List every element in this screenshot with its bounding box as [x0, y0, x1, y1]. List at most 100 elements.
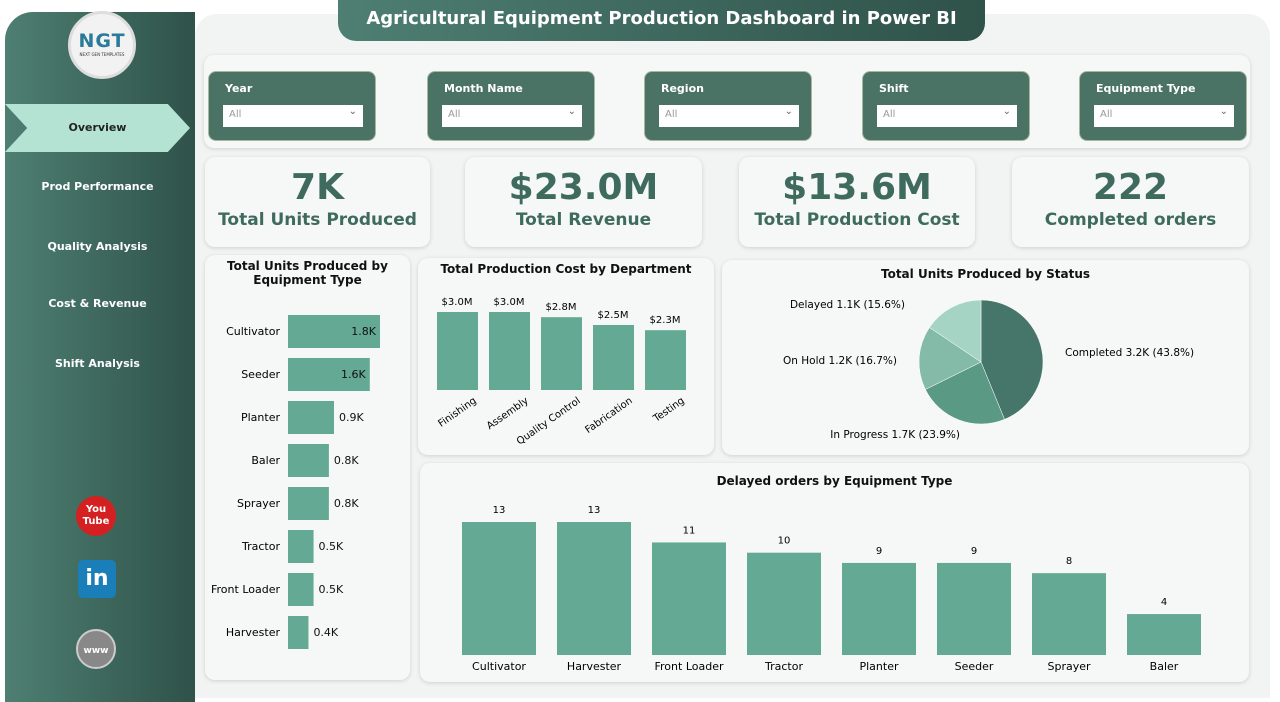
- category-label: Planter: [859, 660, 898, 673]
- units-by-equipment-chart: Total Units Produced by Equipment Type C…: [205, 255, 410, 680]
- data-label: 1.6K: [341, 368, 366, 381]
- data-label: 1.8K: [351, 325, 376, 338]
- data-label: 9: [876, 546, 882, 557]
- bar: [1127, 614, 1201, 655]
- category-label: Front Loader: [211, 583, 280, 596]
- filter-label: Region: [661, 82, 704, 95]
- youtube-icon[interactable]: You Tube: [76, 496, 116, 536]
- data-label: 0.5K: [319, 540, 344, 553]
- nav-cost-revenue[interactable]: Cost & Revenue: [48, 297, 147, 310]
- filter-label: Month Name: [444, 82, 523, 95]
- data-label: 0.9K: [339, 411, 364, 424]
- cost-by-department-chart: Total Production Cost by Department $3.0…: [418, 258, 714, 455]
- category-label: Front Loader: [655, 660, 724, 673]
- category-label: Finishing: [436, 395, 478, 429]
- kpi-value: 222: [1092, 167, 1169, 208]
- filter-dropdown[interactable]: All ⌄: [223, 105, 363, 127]
- data-label: 11: [683, 525, 696, 536]
- dashboard-title: Agricultural Equipment Production Dashbo…: [338, 0, 985, 41]
- filter-value: All: [883, 109, 896, 120]
- filter-value: All: [665, 109, 678, 120]
- bar: [288, 358, 370, 391]
- chart-title: Total Production Cost by Department: [440, 262, 692, 276]
- pie-slice: [925, 361, 1005, 425]
- bar: [541, 317, 582, 390]
- category-label: Assembly: [485, 395, 531, 432]
- data-label: $2.8M: [546, 302, 577, 313]
- data-label: 0.5K: [319, 583, 344, 596]
- nav-overview[interactable]: Overview: [5, 104, 190, 152]
- kpi-card: 222 Completed orders: [1012, 157, 1249, 247]
- nav-shift-analysis[interactable]: Shift Analysis: [55, 357, 140, 370]
- filter-dropdown[interactable]: All ⌄: [659, 105, 799, 127]
- bar: [489, 312, 530, 390]
- bar: [288, 616, 309, 649]
- filter-value: All: [229, 109, 242, 120]
- bar: [645, 330, 686, 390]
- chart-title: Total Units Produced by Status: [880, 267, 1090, 281]
- globe-icon[interactable]: www: [76, 629, 116, 669]
- bar: [288, 530, 314, 563]
- category-label: Fabrication: [583, 395, 634, 436]
- filter-label: Equipment Type: [1096, 82, 1196, 95]
- bar: [288, 315, 380, 348]
- bar: [288, 487, 329, 520]
- bar: [437, 312, 478, 390]
- chevron-down-icon: ⌄: [567, 106, 576, 117]
- category-label: Testing: [651, 395, 687, 425]
- kpi-card: $13.6M Total Production Cost: [739, 157, 975, 247]
- nav-prod-performance[interactable]: Prod Performance: [41, 180, 154, 193]
- bar: [747, 552, 821, 655]
- bar: [842, 562, 916, 655]
- data-label: 13: [588, 505, 601, 516]
- filter-label: Shift: [879, 82, 909, 95]
- bar: [1032, 573, 1106, 655]
- category-label: Sprayer: [237, 497, 281, 510]
- kpi-label: Total Revenue: [515, 210, 652, 230]
- data-label: $3.0M: [442, 297, 473, 308]
- pie-slice: [929, 299, 982, 363]
- bar: [288, 573, 314, 606]
- delayed-orders-chart: Delayed orders by Equipment Type 13 Culti…: [420, 463, 1249, 682]
- logo-text: NGT: [78, 30, 126, 52]
- category-label: Sprayer: [1047, 660, 1091, 673]
- category-label: Seeder: [955, 660, 994, 673]
- data-label: 0.8K: [334, 454, 359, 467]
- category-label: Seeder: [241, 368, 280, 381]
- data-label: In Progress 1.7K (23.9%): [830, 429, 960, 441]
- chevron-down-icon: ⌄: [1219, 106, 1228, 117]
- nav-quality-analysis[interactable]: Quality Analysis: [47, 240, 148, 253]
- data-label: $2.3M: [650, 315, 681, 326]
- chevron-down-icon: ⌄: [348, 106, 357, 117]
- data-label: 0.8K: [334, 497, 359, 510]
- bar: [937, 562, 1011, 655]
- bar: [288, 444, 329, 477]
- category-label: Cultivator: [472, 660, 526, 673]
- linkedin-icon[interactable]: in: [78, 560, 116, 598]
- category-label: Planter: [241, 411, 280, 424]
- ngt-logo: NGT NEXT GEN TEMPLATES: [68, 11, 136, 79]
- filter-value: All: [1100, 109, 1113, 120]
- category-label: Harvester: [567, 660, 622, 673]
- pie-slice: [918, 327, 982, 390]
- filter-dropdown[interactable]: All ⌄: [877, 105, 1017, 127]
- filter-dropdown[interactable]: All ⌄: [1094, 105, 1234, 127]
- kpi-value: 7K: [291, 167, 344, 208]
- kpi-card: 7K Total Units Produced: [205, 157, 430, 247]
- data-label: 8: [1066, 556, 1072, 567]
- bar: [288, 401, 334, 434]
- units-by-status-chart: Total Units Produced by Status Completed…: [722, 260, 1249, 455]
- filter-dropdown[interactable]: All ⌄: [442, 105, 582, 127]
- category-label: Tractor: [764, 660, 803, 673]
- kpi-label: Completed orders: [1044, 210, 1217, 230]
- category-label: Harvester: [226, 626, 281, 639]
- filter-value: All: [448, 109, 461, 120]
- filter-slicer: Shift All ⌄: [862, 71, 1030, 141]
- bar: [557, 522, 631, 655]
- kpi-value: $23.0M: [508, 167, 659, 208]
- category-label: Tractor: [241, 540, 280, 553]
- logo-subtext: NEXT GEN TEMPLATES: [79, 52, 125, 57]
- filter-slicer: Year All ⌄: [208, 71, 376, 141]
- data-label: 13: [493, 505, 506, 516]
- filter-slicer: Month Name All ⌄: [427, 71, 595, 141]
